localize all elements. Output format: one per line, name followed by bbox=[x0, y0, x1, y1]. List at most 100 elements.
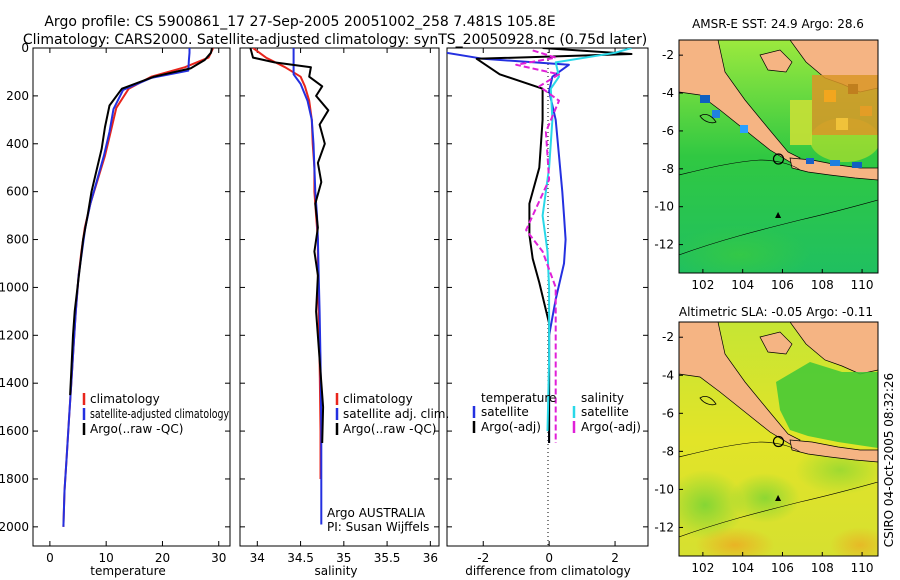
sla-low-patch-west bbox=[679, 470, 745, 540]
sst-map-frame bbox=[678, 39, 879, 274]
sla-depth-contour bbox=[679, 481, 878, 538]
series-line-salinity-argo-adj- bbox=[515, 49, 560, 443]
figure-title-line1: Argo profile: CS 5900861_17 27-Sep-2005 … bbox=[44, 14, 555, 30]
sla-map-frame bbox=[678, 321, 879, 557]
x-tick-label: 30 bbox=[211, 551, 226, 565]
legend-satellite-label: satellite adj. clim. bbox=[343, 407, 449, 421]
map-x-tick-label: 108 bbox=[811, 278, 834, 292]
temperature-ticks: 0 10 20 30 0 200 400 600 800 1000 1200 1400 1600 1800… bbox=[0, 41, 230, 565]
map-y-tick-label: -6 bbox=[662, 406, 674, 420]
temperature-legend: climatology satellite-adjusted climatolo… bbox=[82, 392, 229, 436]
series-line-argo-raw-qc- bbox=[249, 48, 330, 444]
sla-java-landmass bbox=[789, 439, 878, 463]
sst-depth-contour bbox=[679, 199, 878, 256]
sst-shelf-contour bbox=[679, 159, 801, 176]
y-tick-label: 400 bbox=[6, 137, 29, 151]
legend-temperature-heading: temperature bbox=[481, 391, 556, 405]
legend-climatology-label: climatology bbox=[90, 392, 160, 406]
sla-high-patch-south bbox=[695, 527, 775, 556]
sla-borneo-landmass bbox=[789, 322, 878, 375]
legend-temp-argo-label: Argo(-adj) bbox=[481, 420, 541, 434]
y-tick-label: 600 bbox=[6, 185, 29, 199]
difference-xlabel: difference from climatology bbox=[465, 564, 631, 578]
legend-argo-label: Argo(..raw -QC) bbox=[90, 422, 183, 436]
y-tick-label: 1600 bbox=[0, 424, 29, 438]
legend-salinity-heading: salinity bbox=[581, 391, 624, 405]
x-tick-label: 36 bbox=[423, 551, 438, 565]
map-y-tick-label: -12 bbox=[654, 238, 674, 252]
temperature-series bbox=[62, 48, 215, 527]
map-y-tick-label: -4 bbox=[662, 86, 674, 100]
series-line-temperature-satellite bbox=[447, 51, 570, 443]
map-x-tick-label: 104 bbox=[731, 278, 754, 292]
salinity-xlabel: salinity bbox=[314, 564, 357, 578]
map-y-tick-label: -10 bbox=[654, 482, 674, 496]
y-tick-label: 1800 bbox=[0, 472, 29, 486]
x-tick-label: 10 bbox=[99, 551, 114, 565]
difference-ticks: -2 0 2 bbox=[447, 47, 648, 565]
x-tick-label: 0 bbox=[545, 551, 553, 565]
sla-small-mark: ▲ bbox=[775, 493, 782, 502]
map-x-tick-label: 106 bbox=[771, 561, 794, 575]
series-line-salinity-satellite bbox=[541, 48, 632, 432]
series-line-temperature-argo-adj- bbox=[475, 48, 633, 443]
map-x-tick-label: 110 bbox=[851, 561, 874, 575]
sst-argo-position-marker bbox=[772, 153, 785, 165]
legend-climatology-label: climatology bbox=[343, 392, 413, 406]
y-tick-label: 1000 bbox=[0, 280, 29, 294]
y-tick-label: 1400 bbox=[0, 376, 29, 390]
sst-map-title: AMSR-E SST: 24.9 Argo: 28.6 bbox=[692, 17, 864, 31]
sla-argo-position-marker bbox=[772, 435, 785, 448]
map-y-tick-label: -8 bbox=[662, 444, 674, 458]
salinity-series bbox=[249, 48, 330, 525]
salinity-legend: climatology satellite adj. clim. Argo(..… bbox=[327, 392, 449, 534]
sla-high-patch-southeast bbox=[830, 527, 878, 556]
x-tick-label: 2 bbox=[611, 551, 619, 565]
map-y-tick-label: -2 bbox=[662, 330, 674, 344]
salinity-ticks: 34 34.5 35 35.5 36 bbox=[240, 47, 439, 565]
sst-pixel-cluster bbox=[700, 75, 878, 168]
series-line-satellite-adj-clim- bbox=[292, 48, 323, 525]
sla-map-title: Altimetric SLA: -0.05 Argo: -0.11 bbox=[679, 305, 873, 319]
x-tick-label: 35 bbox=[336, 551, 351, 565]
y-tick-label: 200 bbox=[6, 89, 29, 103]
legend-argo-label: Argo(..raw -QC) bbox=[343, 422, 436, 436]
csiro-timestamp-label: CSIRO 04-Oct-2005 08:32:26 bbox=[882, 373, 896, 547]
map-y-tick-label: -8 bbox=[662, 162, 674, 176]
y-tick-label: 1200 bbox=[0, 328, 29, 342]
temperature-axes-frame bbox=[32, 47, 231, 547]
sla-map-ticks: 102 104 106 108 110 -2 -4 -6 -8 -10 -12 bbox=[654, 330, 873, 575]
credit-line1: Argo AUSTRALIA bbox=[327, 506, 426, 520]
x-tick-label: 34 bbox=[250, 551, 265, 565]
map-y-tick-label: -2 bbox=[662, 48, 674, 62]
y-tick-label: 0 bbox=[21, 41, 29, 55]
legend-sal-argo-label: Argo(-adj) bbox=[581, 420, 641, 434]
series-line-climatology bbox=[62, 48, 215, 527]
credit-line2: PI: Susan Wijffels bbox=[327, 520, 429, 534]
map-x-tick-label: 102 bbox=[691, 278, 714, 292]
difference-series bbox=[447, 48, 633, 443]
figure-title-line2: Climatology: CARS2000. Satellite-adjuste… bbox=[23, 32, 647, 48]
sla-shelf-contour bbox=[679, 441, 801, 458]
series-line-satellite-adjusted-climatology bbox=[62, 48, 191, 527]
series-line-argo-raw-qc- bbox=[69, 48, 213, 396]
sla-map: ▲ bbox=[679, 322, 878, 556]
legend-temp-satellite-label: satellite bbox=[481, 405, 529, 419]
x-tick-label: 34.5 bbox=[287, 551, 314, 565]
legend-satellite-label: satellite-adjusted climatology bbox=[90, 407, 229, 421]
sla-island-outline bbox=[699, 396, 717, 406]
map-x-tick-label: 108 bbox=[811, 561, 834, 575]
map-y-tick-label: -10 bbox=[654, 200, 674, 214]
sst-small-mark: ▲ bbox=[775, 210, 782, 219]
x-tick-label: -2 bbox=[477, 551, 489, 565]
x-tick-label: 0 bbox=[46, 551, 54, 565]
sst-map: ▲ bbox=[679, 40, 878, 273]
y-tick-label: 800 bbox=[6, 233, 29, 247]
map-x-tick-label: 110 bbox=[851, 278, 874, 292]
y-tick-label: 2000 bbox=[0, 520, 29, 534]
sla-java-sea-field bbox=[776, 362, 878, 448]
sla-low-patch-center bbox=[730, 473, 800, 523]
difference-legend: temperature satellite Argo(-adj) salinit… bbox=[472, 391, 641, 434]
sst-map-ticks: 102 104 106 108 110 -2 -4 -6 -8 -10 -12 bbox=[654, 48, 873, 292]
